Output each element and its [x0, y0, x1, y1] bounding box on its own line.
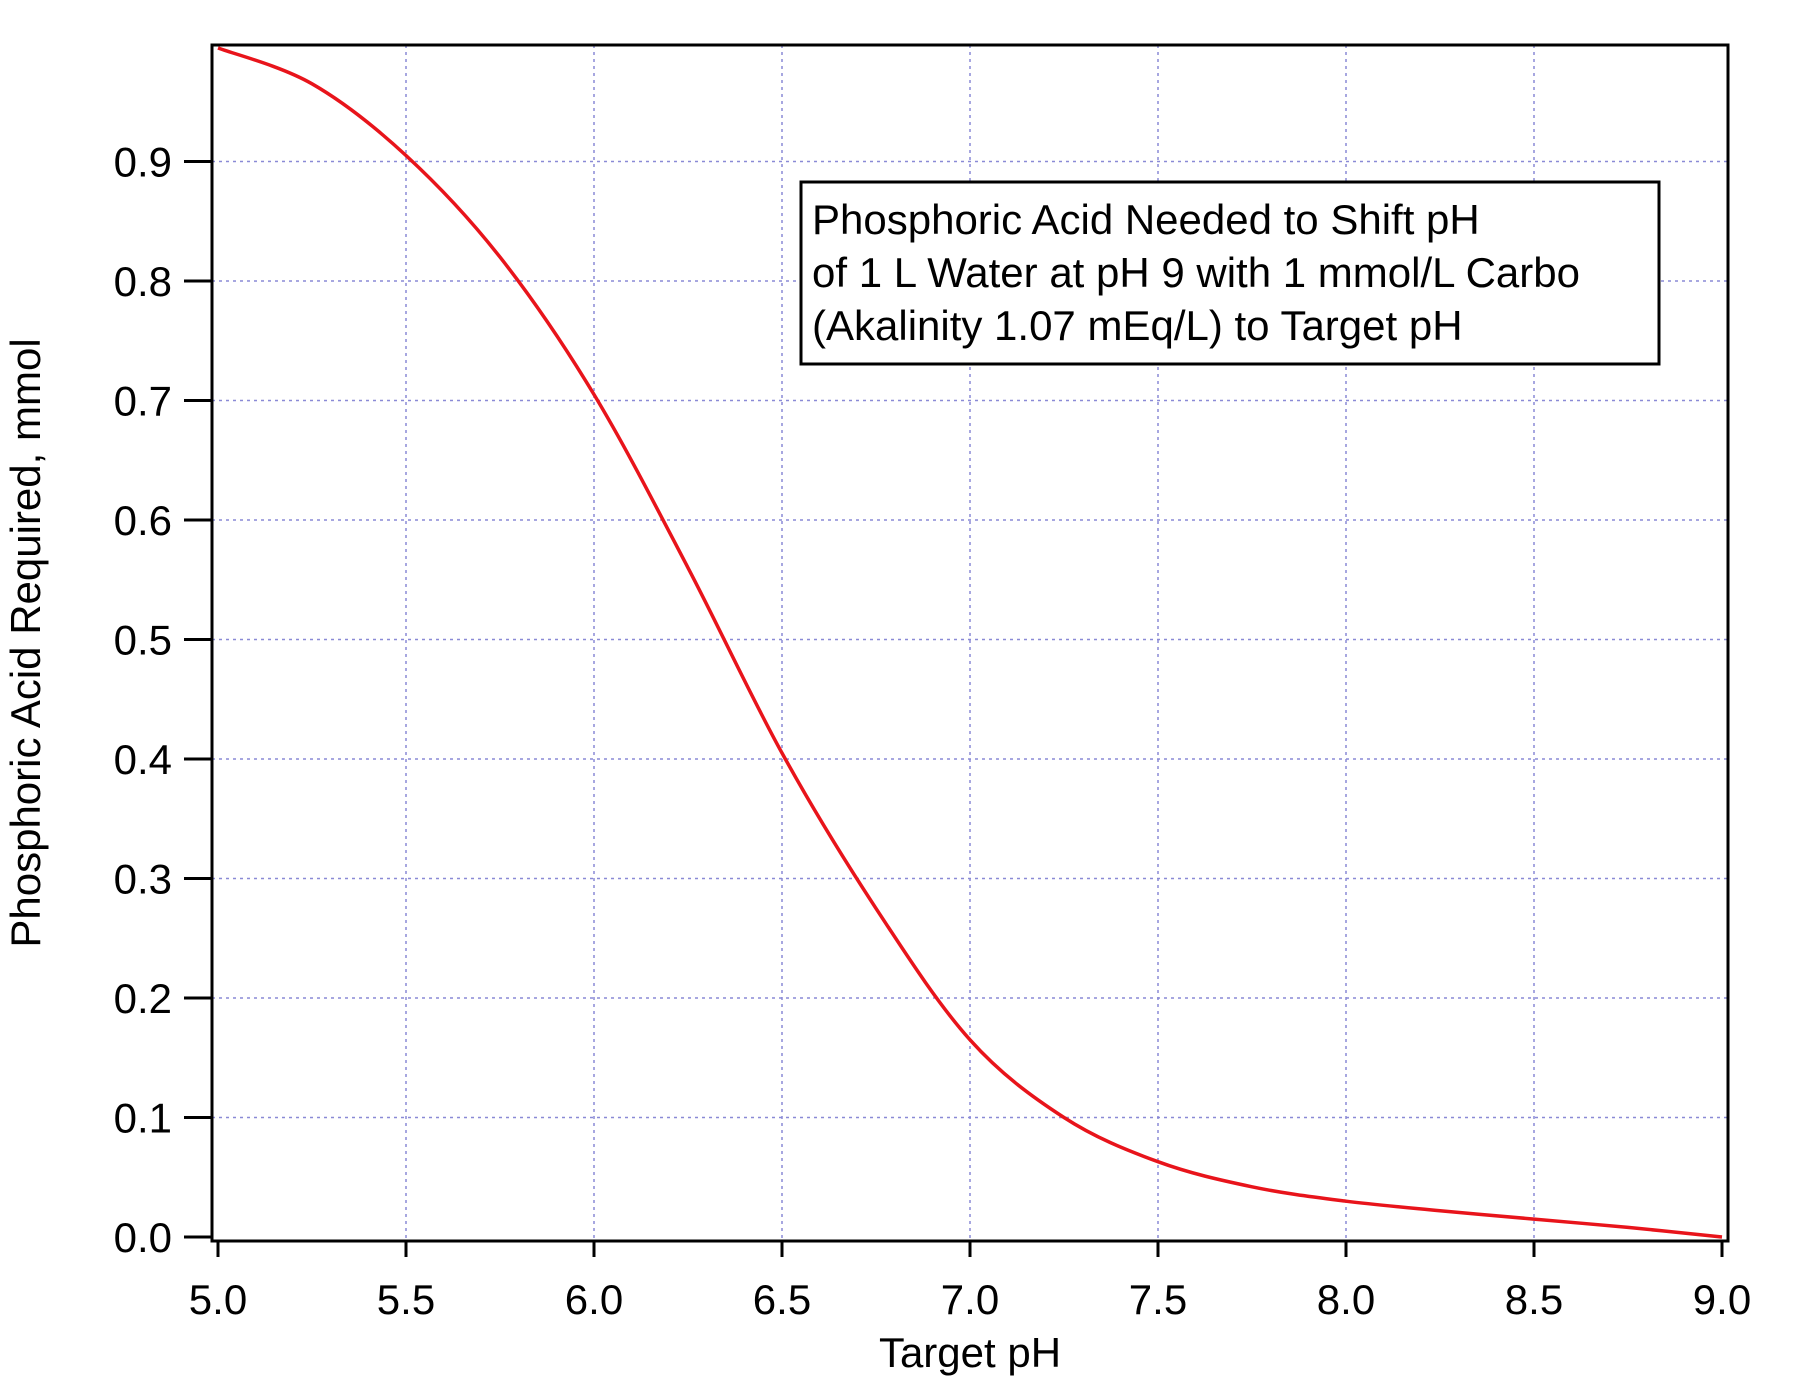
x-tick-label: 6.0	[565, 1276, 623, 1323]
y-tick-label: 0.6	[114, 497, 172, 544]
y-tick-label: 0.9	[114, 139, 172, 186]
annotation-line-1: Phosphoric Acid Needed to Shift pH	[812, 196, 1480, 243]
annotation-box: Phosphoric Acid Needed to Shift pH of 1 …	[799, 180, 1661, 366]
x-tick-label: 7.0	[941, 1276, 999, 1323]
y-tick-label: 0.1	[114, 1095, 172, 1142]
x-tick-label: 6.5	[753, 1276, 811, 1323]
y-tick-label: 0.0	[114, 1214, 172, 1261]
series-layer	[217, 46, 1723, 1239]
annotation-border	[799, 180, 1661, 366]
annotation-line-2: of 1 L Water at pH 9 with 1 mmol/L Carbo	[812, 249, 1580, 296]
annotation-line-3: (Akalinity 1.07 mEq/L) to Target pH	[812, 302, 1463, 349]
x-tick-labels: 5.0 5.5 6.0 6.5 7.0 7.5 8.0 8.5 9.0	[189, 1276, 1751, 1323]
y-tick-label: 0.4	[114, 736, 172, 783]
x-tick-label: 8.0	[1317, 1276, 1375, 1323]
x-tick-label: 9.0	[1693, 1276, 1751, 1323]
y-tick-label: 0.8	[114, 258, 172, 305]
x-axis-title: Target pH	[879, 1329, 1061, 1376]
x-tick-label: 5.5	[377, 1276, 435, 1323]
x-tick-label: 8.5	[1505, 1276, 1563, 1323]
plot-frame	[210, 43, 1730, 1243]
y-tick-labels: 0.0 0.1 0.2 0.3 0.4 0.5 0.6 0.7 0.8 0.9	[114, 139, 172, 1262]
y-tick-label: 0.7	[114, 378, 172, 425]
x-tick-label: 5.0	[189, 1276, 247, 1323]
y-tick-label: 0.2	[114, 975, 172, 1022]
series-line	[217, 46, 1723, 1239]
y-tick-label: 0.5	[114, 617, 172, 664]
x-tick-label: 7.5	[1129, 1276, 1187, 1323]
axis-ticks	[184, 160, 1724, 1257]
y-tick-label: 0.3	[114, 856, 172, 903]
y-axis-title: Phosphoric Acid Required, mmol	[2, 338, 49, 947]
